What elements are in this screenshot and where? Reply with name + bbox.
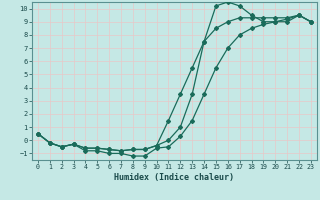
X-axis label: Humidex (Indice chaleur): Humidex (Indice chaleur): [115, 173, 234, 182]
